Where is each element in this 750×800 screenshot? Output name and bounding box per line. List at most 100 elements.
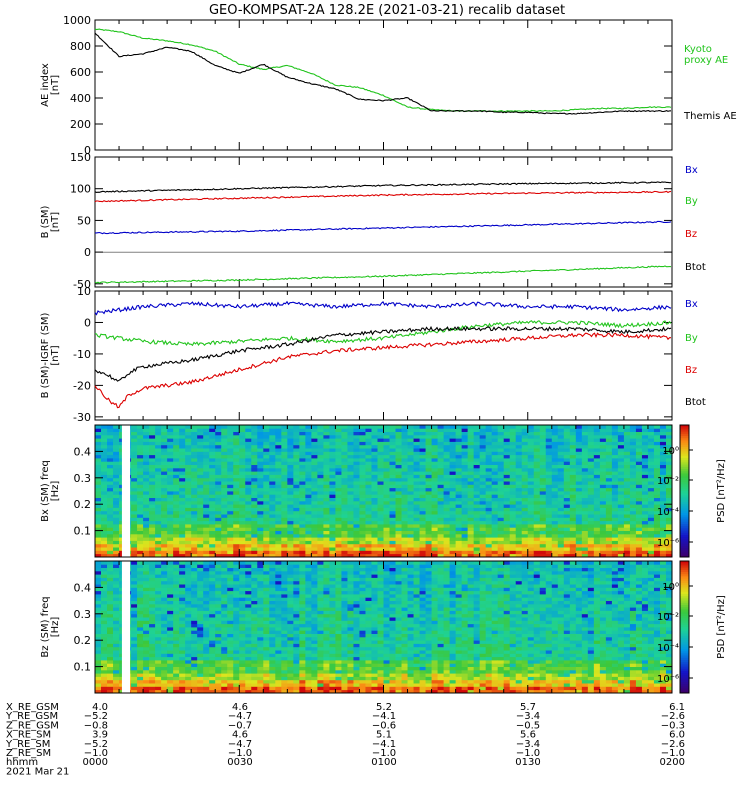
spectrogram-cell	[497, 550, 505, 555]
spectrogram-cell	[377, 533, 384, 538]
spectrogram-cell	[197, 643, 204, 648]
spectrogram-cell	[209, 636, 216, 641]
spectrogram-cell	[311, 487, 318, 492]
spectrogram-cell	[143, 561, 150, 565]
spectrogram-cell	[95, 441, 102, 446]
spectrogram-cell	[455, 530, 463, 535]
spectrogram-cell	[629, 537, 637, 541]
spectrogram-cell	[617, 507, 625, 512]
spectrogram-cell	[179, 570, 186, 575]
spectrogram-cell	[143, 425, 150, 429]
spectrogram-cell	[533, 530, 541, 535]
spectrogram-cell	[257, 454, 264, 459]
y-tick-label: 400	[70, 92, 91, 105]
spectrogram-cell	[413, 507, 420, 512]
spectrogram-cell	[335, 431, 342, 436]
spectrogram-cell	[539, 487, 547, 492]
spectrogram-cell	[473, 494, 481, 498]
spectrogram-cell	[653, 537, 661, 541]
spectrogram-cell	[107, 428, 114, 432]
colorbar-tick-label: 10⁻⁴	[657, 507, 679, 518]
spectrogram-cell	[131, 679, 138, 684]
spectrogram-cell	[449, 553, 457, 558]
spectrogram-cell	[233, 487, 240, 492]
spectrogram-cell	[221, 507, 228, 512]
spectrogram-cell	[245, 550, 252, 555]
spectrogram-cell	[461, 553, 469, 558]
spectrogram-cell	[269, 441, 276, 446]
spectrogram-cell	[293, 514, 300, 518]
spectrogram-cell	[113, 484, 120, 489]
spectrogram-cell	[353, 530, 360, 535]
spectrogram-cell	[131, 484, 138, 489]
spectrogram-cell	[275, 553, 282, 558]
spectrogram-cell	[221, 533, 228, 538]
spectrogram-cell	[257, 504, 264, 508]
spectrogram-cell	[275, 438, 282, 442]
spectrogram-cell	[401, 524, 408, 528]
spectrogram-cell	[233, 520, 240, 525]
spectrogram-cell	[359, 520, 366, 525]
spectrogram-cell	[503, 514, 511, 518]
spectrogram-cell	[515, 448, 523, 452]
spectrogram-cell	[371, 487, 378, 492]
spectrogram-cell	[131, 650, 138, 654]
spectrogram-cell	[95, 507, 102, 512]
spectrogram-cell	[647, 507, 655, 512]
spectrogram-cell	[137, 587, 144, 592]
spectrogram-cell	[611, 500, 619, 505]
spectrogram-cell	[167, 643, 174, 648]
spectrogram-cell	[185, 524, 192, 528]
spectrogram-cell	[449, 517, 457, 522]
spectrogram-cell	[185, 550, 192, 555]
spectrogram-cell	[431, 553, 438, 558]
spectrogram-cell	[617, 533, 625, 538]
spectrogram-cell	[401, 540, 408, 545]
spectrogram-cell	[179, 646, 186, 651]
spectrogram-cell	[485, 444, 493, 449]
spectrogram-cell	[113, 686, 120, 691]
spectrogram-cell	[263, 474, 270, 479]
spectrogram-cell	[347, 487, 354, 492]
spectrogram-cell	[215, 484, 222, 489]
spectrogram-cell	[203, 633, 210, 638]
spectrogram-cell	[497, 494, 505, 498]
spectrogram-cell	[527, 507, 535, 512]
spectrogram-cell	[245, 527, 252, 531]
spectrogram-cell	[527, 547, 535, 551]
spectrogram-cell	[269, 524, 276, 528]
spectrogram-cell	[593, 461, 601, 465]
spectrogram-cell	[137, 643, 144, 648]
spectrogram-cell	[197, 660, 204, 664]
spectrogram-cell	[305, 441, 312, 446]
spectrogram-cell	[95, 627, 102, 631]
y-axis-label: Bx (SM) freq	[40, 460, 51, 522]
spectrogram-cell	[641, 514, 649, 518]
spectrogram-cell	[287, 527, 294, 531]
spectrogram-cell	[599, 504, 607, 508]
spectrogram-cell	[275, 491, 282, 495]
spectrogram-cell	[107, 504, 114, 508]
spectrogram-cell	[599, 540, 607, 545]
spectrogram-cell	[491, 458, 499, 462]
spectrogram-cell	[227, 527, 234, 531]
spectrogram-cell	[371, 467, 378, 472]
spectrogram-cell	[101, 597, 108, 601]
spectrogram-cell	[653, 530, 661, 535]
spectrogram-cell	[635, 428, 643, 432]
spectrogram-cell	[431, 467, 438, 472]
spectrogram-cell	[137, 577, 144, 582]
spectrogram-cell	[437, 444, 444, 449]
spectrogram-cell	[653, 474, 661, 479]
spectrogram-cell	[665, 438, 673, 442]
spectrogram-cell	[275, 494, 282, 498]
spectrogram-cell	[527, 448, 535, 452]
spectrogram-cell	[449, 484, 457, 489]
spectrogram-cell	[425, 530, 432, 535]
spectrogram-cell	[509, 461, 517, 465]
spectrogram-cell	[527, 477, 535, 482]
spectrogram-cell	[233, 540, 240, 545]
spectrogram-cell	[161, 630, 168, 634]
spectrogram-cell	[167, 610, 174, 615]
spectrogram-cell	[245, 438, 252, 442]
